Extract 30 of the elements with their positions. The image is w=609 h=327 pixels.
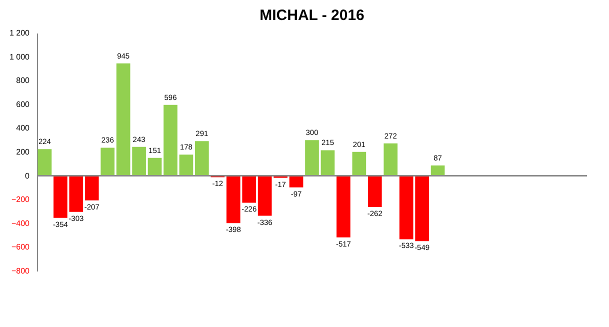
y-tick-label: −800 <box>11 266 30 276</box>
y-tick-label: 1 200 <box>9 28 30 38</box>
bar <box>352 152 366 176</box>
y-tick-label: 400 <box>16 124 30 133</box>
bar <box>132 146 146 176</box>
bar <box>336 176 350 238</box>
y-tick-label: 1 000 <box>9 52 30 62</box>
bar <box>179 154 194 176</box>
y-tick-label: 800 <box>16 76 30 86</box>
bar <box>384 143 398 176</box>
bar <box>84 176 99 200</box>
y-tick-label: 0 <box>25 171 30 180</box>
bar <box>38 149 52 176</box>
bar <box>289 176 304 188</box>
bar <box>305 140 319 176</box>
bar <box>320 150 335 176</box>
bar <box>164 104 178 176</box>
bar <box>100 148 115 176</box>
bar <box>116 63 130 176</box>
bar <box>430 165 445 176</box>
bar <box>195 141 209 176</box>
y-tick-label: −400 <box>11 218 30 228</box>
y-tick-label: −600 <box>11 242 30 252</box>
bar <box>258 176 272 216</box>
y-tick-label: 200 <box>16 148 30 156</box>
bar <box>368 176 382 207</box>
y-tick-label: −200 <box>11 195 30 204</box>
bar <box>148 158 162 176</box>
chart-title: MICHAL - 2016 <box>260 7 364 24</box>
y-tick-label: 600 <box>16 100 30 109</box>
